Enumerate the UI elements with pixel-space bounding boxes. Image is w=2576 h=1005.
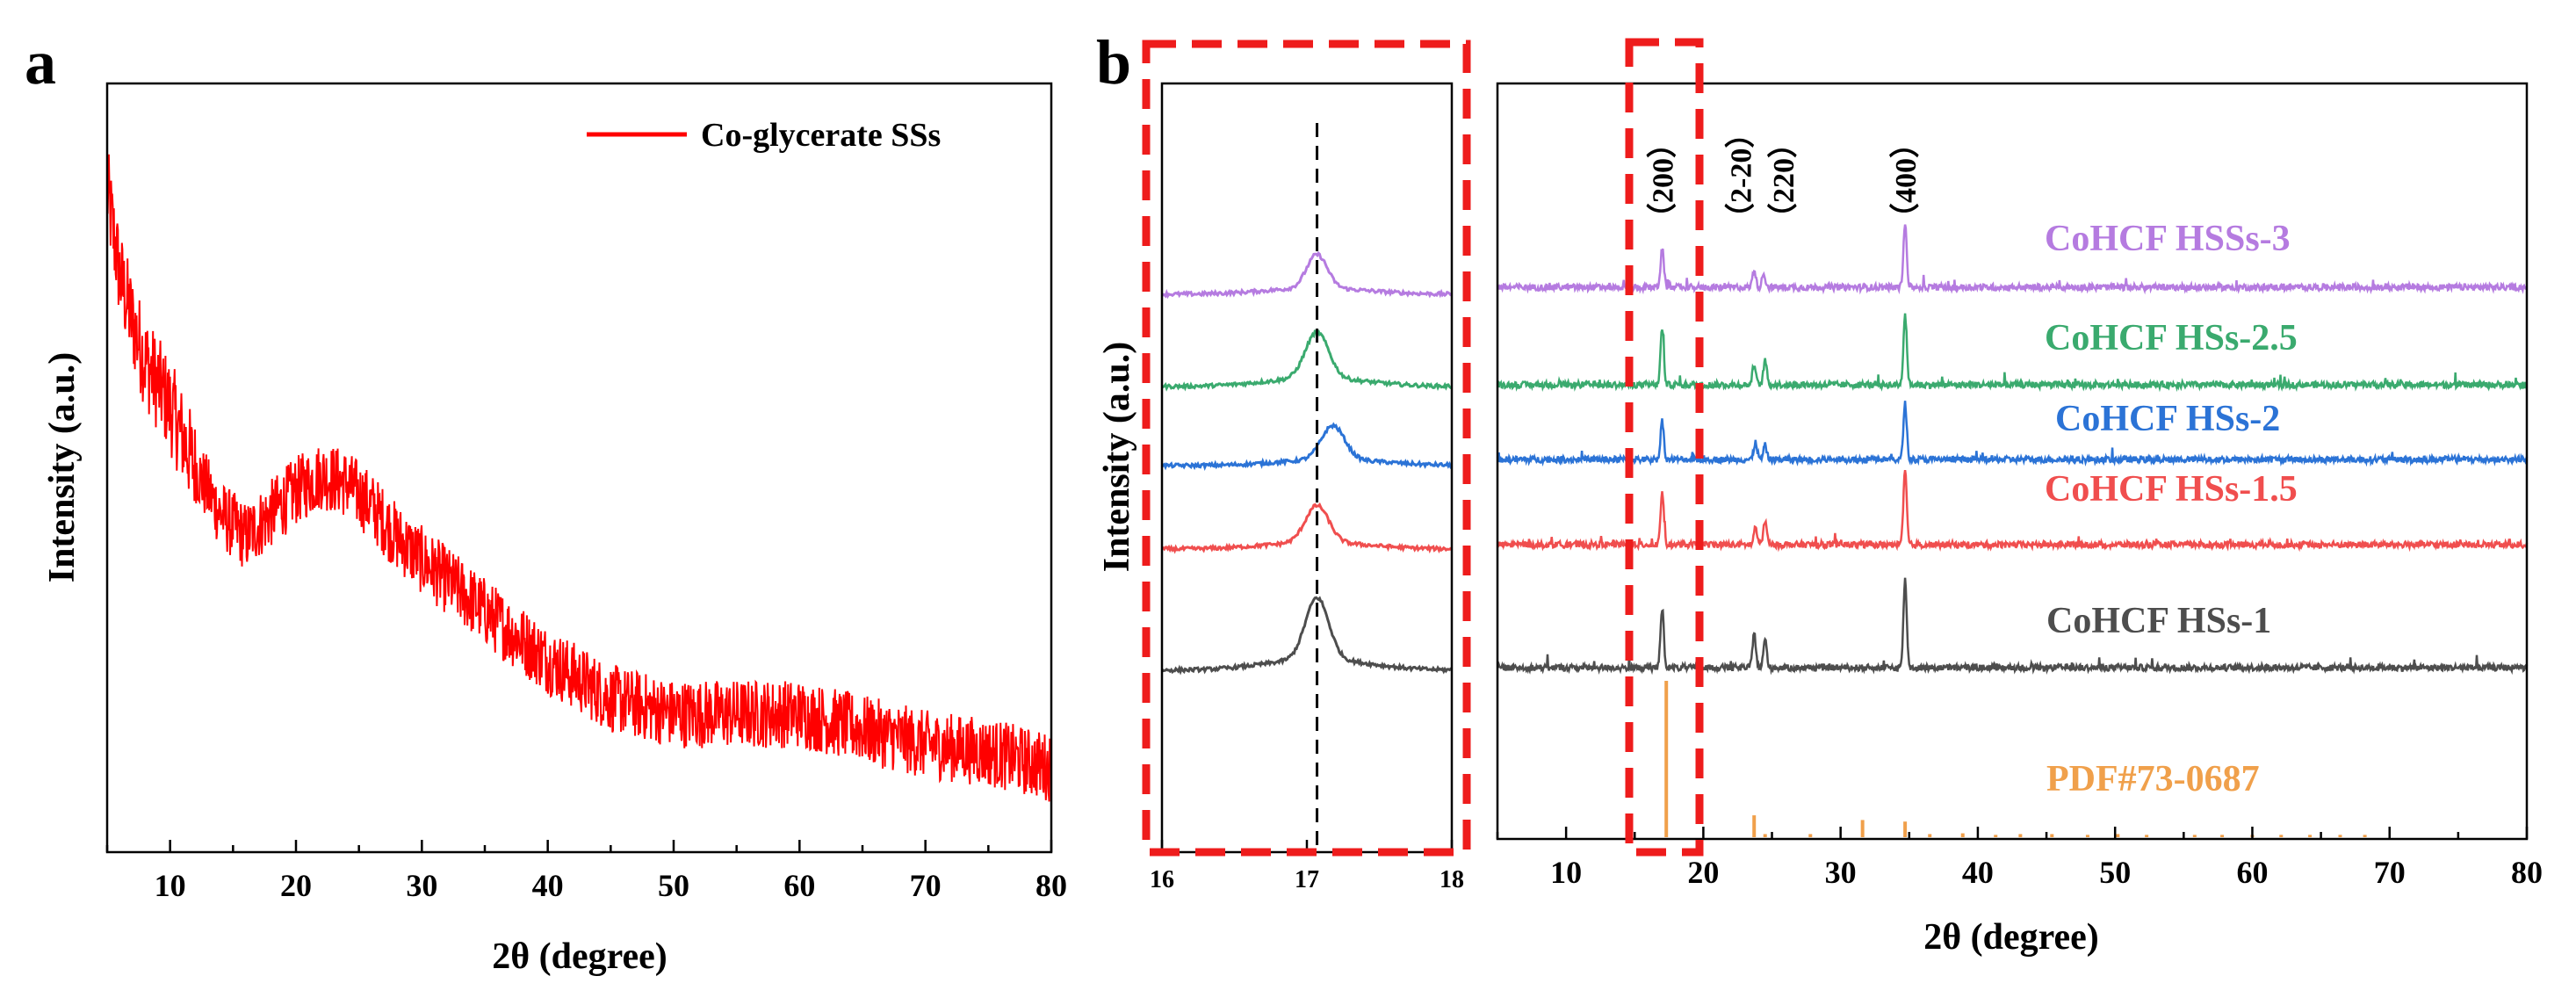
main-zoom-box — [1625, 38, 1704, 857]
inset-series-line — [1161, 502, 1454, 554]
peak-label: （400） — [1888, 128, 1923, 233]
panel-b-letter: b — [1096, 27, 1131, 98]
x-tick-label: 30 — [1825, 855, 1857, 890]
x-tick-label: 70 — [910, 868, 942, 903]
inset-x-tick-label: 16 — [1150, 866, 1174, 893]
peak-labels: （200） （2-20） （220） （400） — [1646, 119, 1923, 233]
reference-pattern-label: PDF#73-0687 — [2046, 759, 2260, 799]
x-tick-label: 30 — [406, 868, 437, 903]
x-tick-label: 60 — [783, 868, 815, 903]
x-tick-label: 80 — [2511, 855, 2543, 890]
inset-series-line — [1160, 596, 1453, 676]
inset-series-line — [1160, 250, 1453, 300]
series-line — [1497, 224, 2529, 295]
series-line — [1496, 470, 2529, 553]
peak-label: （200） — [1646, 128, 1680, 233]
x-tick-label: 50 — [658, 868, 689, 903]
series-label: CoHCF HSSs-3 — [2045, 219, 2291, 259]
panel-a-frame — [105, 82, 1053, 854]
inset-plot-area — [1160, 250, 1454, 676]
x-tick-label: 40 — [1962, 855, 1994, 890]
panel-b-frame — [1496, 82, 2529, 841]
x-tick-label: 20 — [280, 868, 312, 903]
inset-x-tick-label: 17 — [1295, 866, 1319, 893]
panel-a-x-axis-label: 2θ (degree) — [492, 936, 667, 977]
panel-b-x-ticks: 10 20 30 40 50 60 70 80 — [1496, 827, 2543, 890]
x-tick-label: 20 — [1687, 855, 1719, 890]
panel-a: a 10 20 30 40 50 60 70 80 2θ (degree) Intensity… — [25, 27, 1067, 977]
x-tick-label: 50 — [2099, 855, 2131, 890]
x-tick-label: 40 — [532, 868, 564, 903]
panel-b-plot-area — [1496, 224, 2529, 837]
inset-x-tick-label: 18 — [1440, 866, 1464, 893]
legend-label-co-glycerate: Co-glycerate SSs — [701, 117, 941, 154]
panel-b: b Intensity (a.u.) 16 17 18 10 20 30 40 50 60 70… — [1096, 27, 2543, 958]
series-label: CoHCF HSs-1.5 — [2045, 469, 2298, 510]
series-label: CoHCF HSs-2 — [2055, 399, 2280, 439]
series-label: CoHCF HSs-2.5 — [2045, 318, 2298, 358]
x-tick-label: 70 — [2374, 855, 2406, 890]
series-labels: CoHCF HSSs-3 CoHCF HSs-2.5 CoHCF HSs-2 CoHC… — [2045, 219, 2298, 641]
x-tick-label: 10 — [155, 868, 186, 903]
series-line — [1496, 577, 2529, 676]
x-tick-label: 60 — [2236, 855, 2268, 890]
x-tick-label: 80 — [1035, 868, 1067, 903]
panel-b-x-axis-label: 2θ (degree) — [1923, 917, 2099, 958]
series-line-co-glycerate — [106, 154, 1052, 802]
peak-label: （220） — [1766, 128, 1800, 233]
inset-zoom-box — [1142, 40, 1471, 857]
inset-series-line — [1161, 329, 1453, 392]
peak-label: （2-20） — [1724, 119, 1758, 233]
series-line — [1497, 313, 2529, 393]
inset-series-line — [1160, 422, 1454, 472]
inset-x-ticks: 16 17 18 — [1150, 840, 1464, 893]
panel-a-letter: a — [25, 27, 56, 98]
panel-b-y-axis-label: Intensity (a.u.) — [1097, 342, 1137, 573]
panel-a-legend: Co-glycerate SSs — [587, 117, 941, 154]
series-label: CoHCF HSs-1 — [2046, 601, 2271, 641]
panel-a-y-axis-label: Intensity (a.u.) — [42, 352, 83, 583]
panel-a-x-ticks: 10 20 30 40 50 60 70 80 — [105, 840, 1067, 903]
x-tick-label: 10 — [1550, 855, 1582, 890]
panel-a-plot-area — [106, 154, 1052, 802]
series-line — [1496, 401, 2529, 467]
